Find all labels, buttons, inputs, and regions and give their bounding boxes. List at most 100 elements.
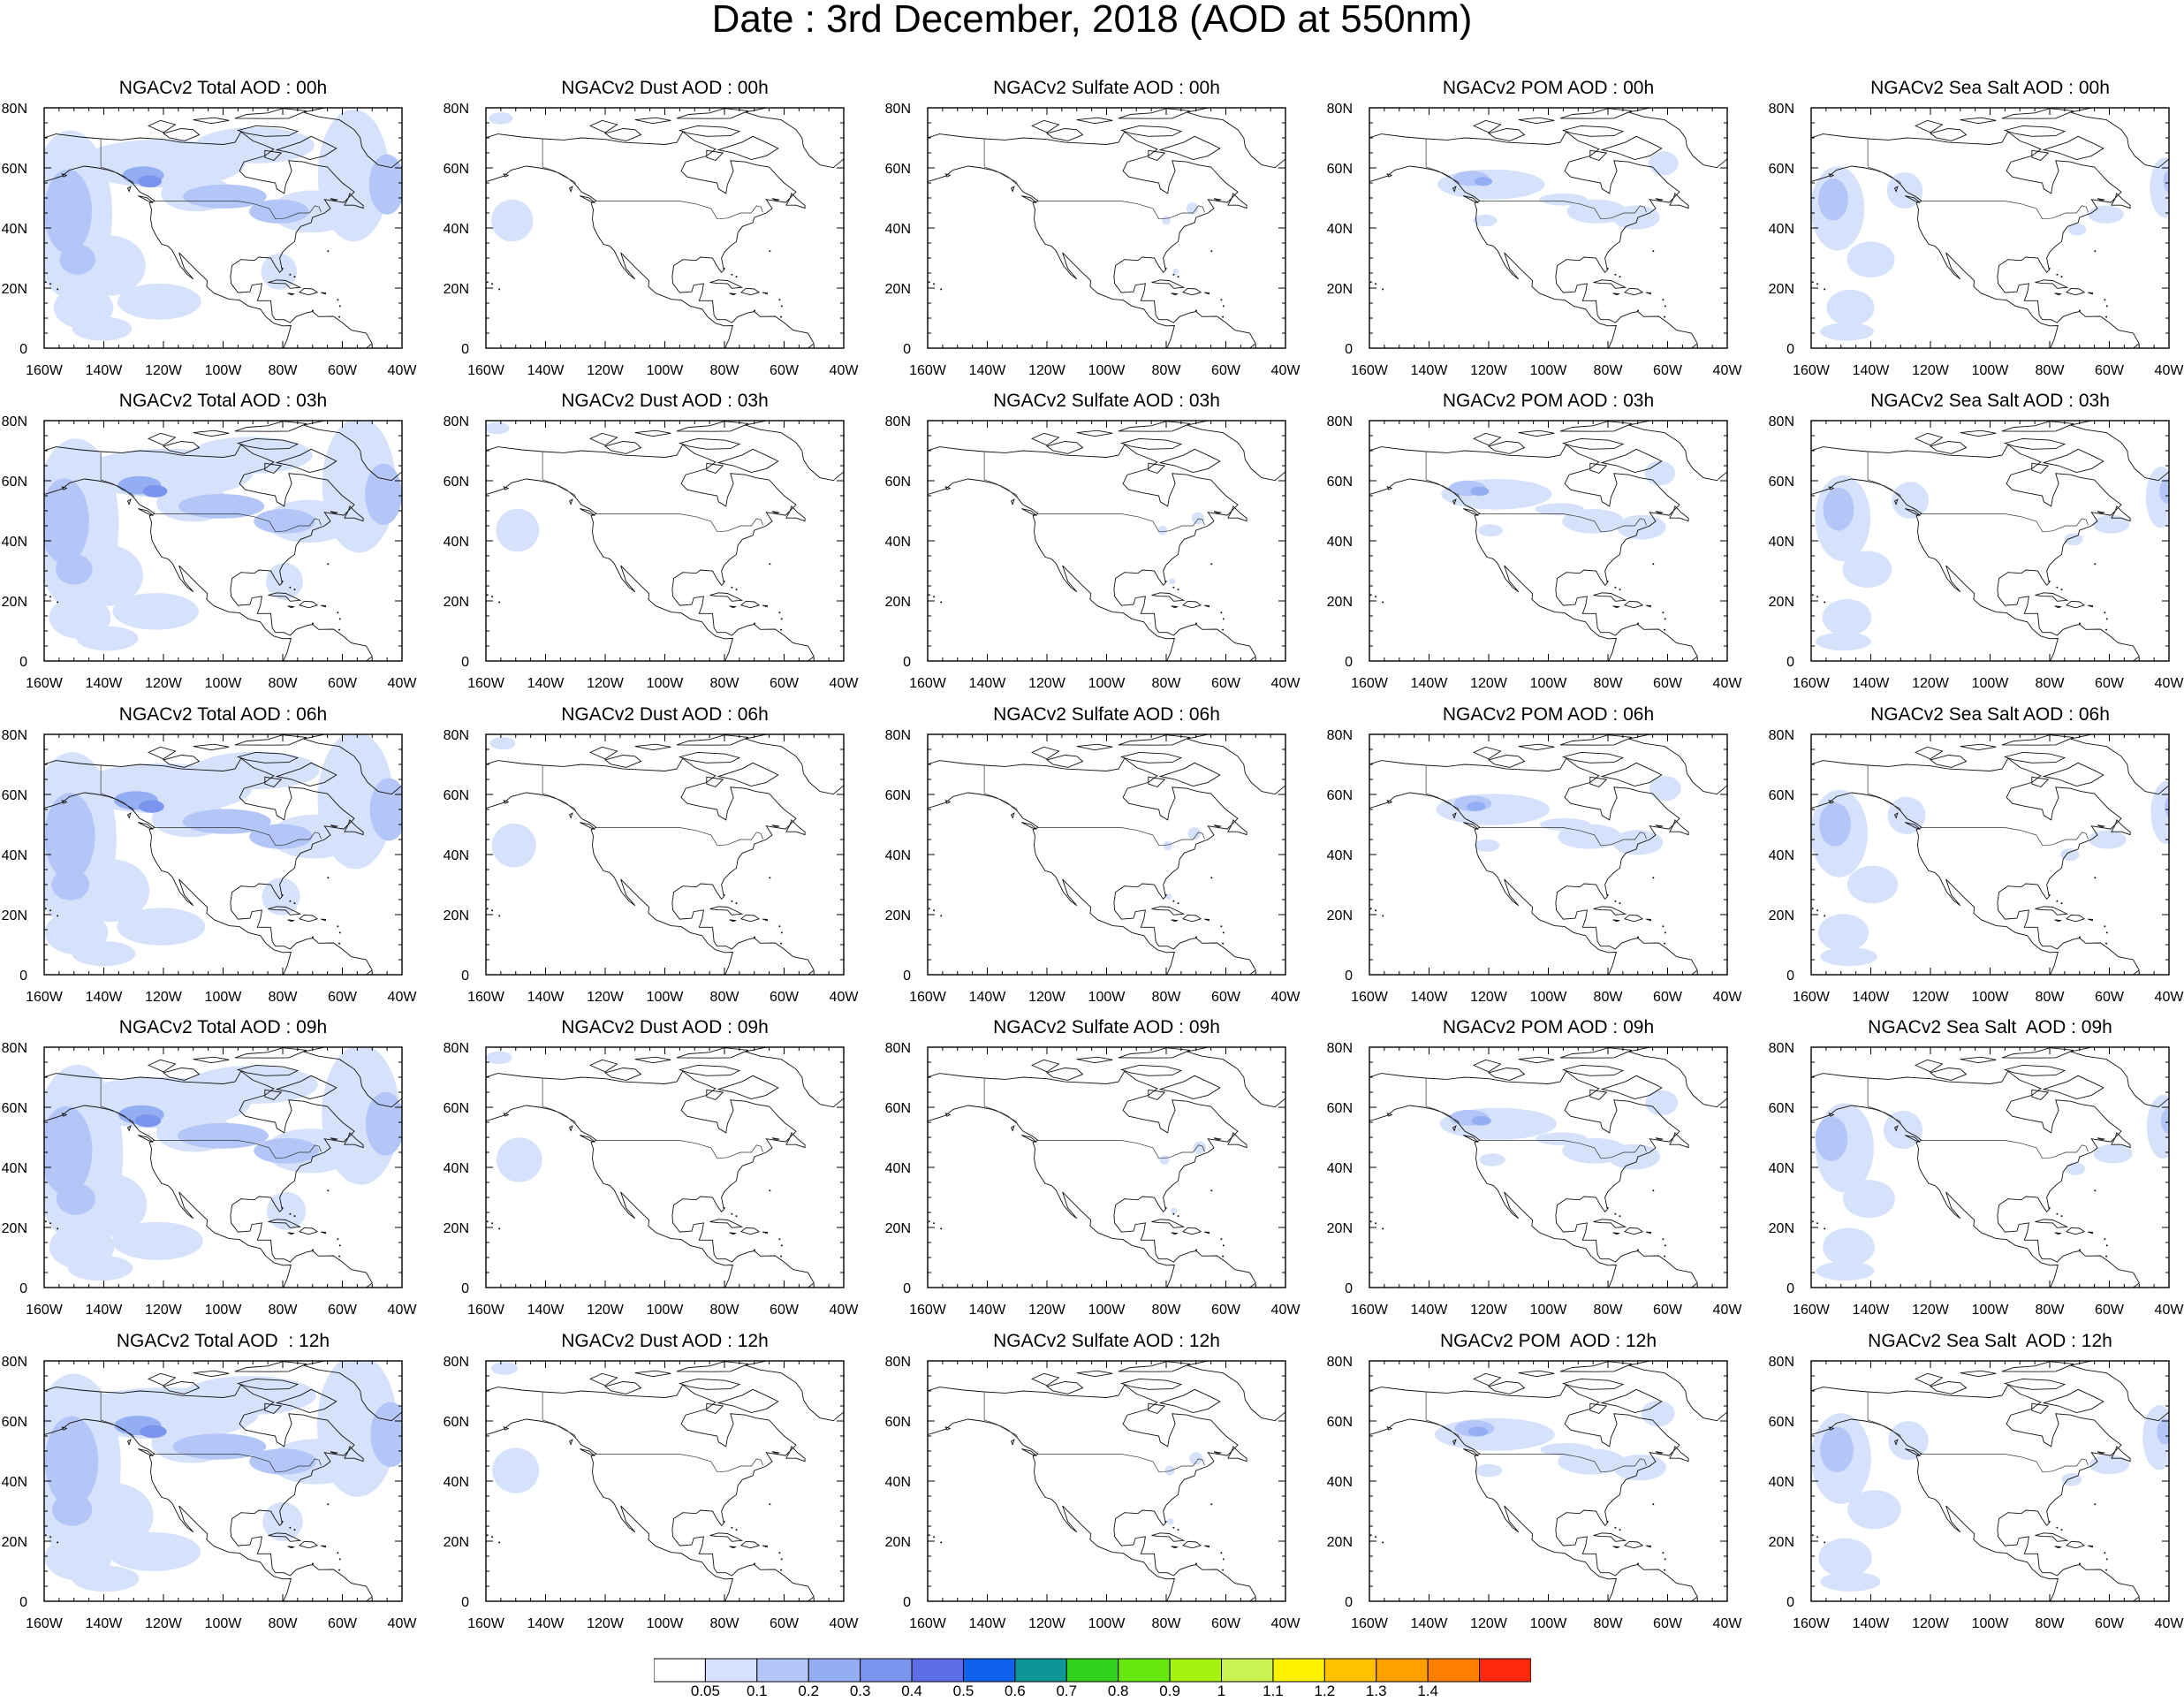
small-island (2060, 902, 2063, 905)
island-coastline (1181, 914, 1202, 923)
small-island (1382, 915, 1384, 917)
island-coastline (603, 755, 642, 768)
lon-tick-label: 100W (1088, 990, 1126, 1005)
aod-region (118, 283, 201, 320)
island-coastline (1171, 605, 1179, 609)
island-coastline (1010, 1439, 1015, 1446)
small-island (1172, 273, 1175, 276)
north-america-coastline (1369, 1384, 1698, 1601)
lon-tick-label: 160W (1351, 1303, 1389, 1318)
north-america-coastline (1369, 444, 1698, 661)
panel-title: NGACv2 Dust AOD : 12h (561, 1331, 769, 1351)
small-island (2079, 622, 2082, 625)
small-island (2104, 1552, 2106, 1554)
island-coastline (1669, 1446, 1689, 1463)
lon-tick-label: 160W (26, 676, 64, 691)
greenland-coastline (1628, 1361, 1727, 1422)
lon-tick-label: 80W (1152, 363, 1182, 378)
map-background (486, 1361, 844, 1601)
small-island (1662, 612, 1665, 614)
map-plot: 160W 140W 120W 100W 80W 60W 40W 80N 60N 40N 20N 0 (1769, 728, 2184, 1005)
lon-tick-label: 80W (710, 1303, 740, 1318)
aod-region (486, 1051, 512, 1065)
lon-tick-label: 40W (1271, 676, 1301, 691)
aod-region (1886, 172, 1923, 209)
map-plot: 160W 140W 120W 100W 80W 60W 40W 80N 60N 40N 20N 0 (1327, 102, 1743, 378)
small-island (44, 594, 47, 596)
island-coastline (1452, 498, 1457, 505)
island-coastline (706, 149, 724, 162)
small-island (498, 915, 501, 917)
aod-region (267, 1191, 307, 1230)
island-coastline (1010, 186, 1015, 193)
country-border (1425, 452, 1460, 498)
lon-tick-label: 40W (830, 1616, 860, 1631)
small-island (2105, 305, 2108, 308)
aod-region (2060, 847, 2080, 862)
small-island (780, 315, 783, 318)
island-coastline (603, 128, 642, 141)
north-america-coastline (1811, 444, 2140, 661)
island-coastline (1204, 918, 1210, 922)
lat-tick-label: 0 (1786, 655, 1794, 670)
small-island (928, 908, 930, 910)
panel-title: NGACv2 Sea Salt AOD : 12h (1868, 1331, 2112, 1351)
north-america-coastline (44, 444, 373, 661)
aod-region (56, 1182, 95, 1215)
lat-tick-label: 20N (885, 1535, 911, 1550)
axis-ticks (485, 733, 845, 976)
aod-region (1815, 1116, 1848, 1161)
lon-tick-label: 80W (2036, 363, 2066, 378)
island-coastline (1612, 1546, 1620, 1549)
lat-tick-label: 40N (2, 535, 27, 550)
north-america-coastline (44, 1070, 373, 1288)
colorbar-label: 0.5 (952, 1683, 974, 1699)
island-coastline (1021, 508, 1037, 516)
aod-region (2159, 479, 2169, 504)
lon-tick-label: 120W (145, 1616, 183, 1631)
aod-region (1820, 947, 1877, 967)
island-coastline (1561, 1064, 1625, 1076)
lon-tick-label: 120W (1912, 676, 1950, 691)
lon-tick-label: 140W (527, 1303, 565, 1318)
colorbar-label: 1.1 (1263, 1683, 1284, 1699)
colorbar-label: 0.9 (1159, 1683, 1180, 1699)
island-coastline (709, 1219, 744, 1228)
lat-tick-label: 20N (444, 1535, 469, 1550)
lat-tick-label: 0 (903, 655, 911, 670)
greenland-coastline (1187, 1047, 1285, 1108)
aod-region (1186, 202, 1199, 215)
island-coastline (762, 1545, 769, 1548)
island-coastline (1960, 117, 1997, 125)
island-coastline (1655, 1451, 1664, 1455)
aod-region (1820, 323, 1874, 341)
island-coastline (1030, 432, 1060, 446)
island-coastline (1463, 195, 1479, 203)
small-island (491, 1222, 494, 1225)
island-coastline (1669, 819, 1689, 836)
small-island (338, 618, 341, 620)
island-coastline (2035, 1219, 2069, 1228)
country-border (1479, 827, 1647, 847)
greenland-coastline (303, 734, 402, 795)
map-background (486, 1047, 844, 1288)
island-coastline (1487, 441, 1526, 454)
small-island (2056, 1526, 2059, 1529)
lon-tick-label: 100W (1088, 1303, 1126, 1318)
small-island (486, 908, 489, 910)
small-island (1369, 908, 1372, 910)
map-background (1369, 1361, 1727, 1601)
lon-tick-label: 80W (2036, 1616, 2066, 1631)
island-coastline (1646, 292, 1652, 295)
lon-tick-label: 40W (2155, 676, 2184, 691)
small-island (327, 1189, 330, 1192)
small-island (2105, 628, 2108, 631)
aod-region (112, 593, 199, 630)
island-coastline (2097, 1137, 2105, 1141)
island-coastline (1646, 604, 1652, 608)
island-coastline (1386, 486, 1393, 490)
island-coastline (344, 1446, 364, 1463)
island-coastline (147, 1059, 177, 1073)
map-background (928, 1361, 1285, 1601)
island-coastline (1452, 1125, 1457, 1132)
